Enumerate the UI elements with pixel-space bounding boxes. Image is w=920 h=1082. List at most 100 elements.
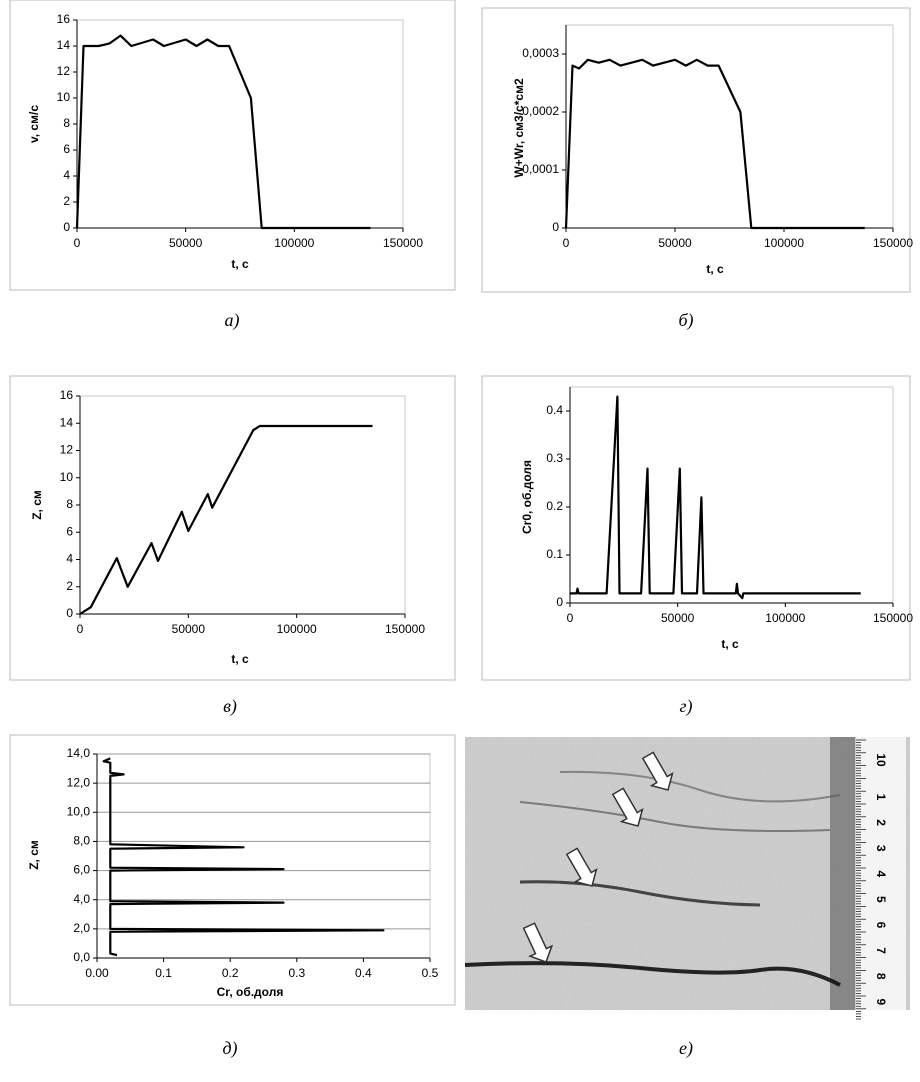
x-axis-label: t, с bbox=[721, 637, 739, 651]
x-axis-label: t, с bbox=[231, 257, 249, 271]
y-tick-label: 8 bbox=[63, 116, 70, 130]
x-tick-label: 50000 bbox=[172, 622, 206, 636]
ruler-label: 1 bbox=[874, 794, 888, 801]
y-tick-label: 6 bbox=[63, 142, 70, 156]
y-tick-label: 2 bbox=[63, 194, 70, 208]
y-tick-label: 0 bbox=[556, 595, 563, 609]
y-tick-label: 0,0003 bbox=[522, 46, 559, 60]
x-tick-label: 100000 bbox=[764, 236, 804, 250]
x-tick-label: 0.4 bbox=[355, 966, 372, 980]
x-tick-label: 0.5 bbox=[422, 966, 439, 980]
x-axis-label: t, с bbox=[231, 652, 249, 666]
y-tick-label: 10,0 bbox=[67, 804, 91, 818]
chart-frame bbox=[481, 7, 911, 293]
x-tick-label: 0 bbox=[74, 236, 81, 250]
y-tick-label: 8,0 bbox=[73, 834, 90, 848]
ruler-label: 8 bbox=[874, 973, 888, 980]
x-tick-label: 150000 bbox=[873, 236, 913, 250]
arrow bbox=[565, 847, 598, 887]
y-tick-label: 12 bbox=[57, 64, 71, 78]
y-tick-label: 4 bbox=[63, 168, 70, 182]
y-tick-label: 6,0 bbox=[73, 863, 90, 877]
x-tick-label: 0.3 bbox=[288, 966, 305, 980]
y-tick-label: 10 bbox=[60, 470, 74, 484]
y-tick-label: 0 bbox=[63, 220, 70, 234]
ruler-label: 3 bbox=[874, 845, 888, 852]
y-axis-label: Cr0, об.доля bbox=[520, 460, 534, 534]
x-tick-label: 150000 bbox=[383, 236, 423, 250]
panel-caption: д) bbox=[222, 1038, 237, 1059]
data-line bbox=[75, 34, 371, 230]
y-tick-label: 14 bbox=[60, 415, 74, 429]
chart: 0 0.1 0.2 0.3 0.4 0 50000 100000 150000 t, с Cr0, … bbox=[481, 375, 913, 717]
x-tick-label: 150000 bbox=[873, 611, 913, 625]
x-tick-label: 0 bbox=[567, 611, 574, 625]
chart-frame bbox=[9, 734, 456, 1006]
ruler bbox=[856, 737, 906, 1010]
x-tick-label: 100000 bbox=[765, 611, 805, 625]
y-tick-label: 0.1 bbox=[546, 547, 563, 561]
y-tick-label: 2,0 bbox=[73, 921, 90, 935]
arrow bbox=[522, 922, 554, 963]
y-tick-label: 4,0 bbox=[73, 892, 90, 906]
y-tick-label: 16 bbox=[60, 388, 74, 402]
ruler-label: 4 bbox=[874, 870, 888, 877]
chart: 0 2 4 6 8 10 12 14 16 0 50000 100000 150000 t, с Z, см… bbox=[9, 375, 456, 717]
x-tick-label: 0.1 bbox=[155, 966, 172, 980]
y-tick-label: 0,0 bbox=[73, 950, 90, 964]
y-tick-label: 0,0001 bbox=[522, 162, 559, 176]
y-tick-label: 16 bbox=[57, 12, 71, 26]
x-tick-label: 0.2 bbox=[222, 966, 239, 980]
x-tick-label: 50000 bbox=[661, 611, 695, 625]
x-tick-label: 0.00 bbox=[85, 966, 109, 980]
y-tick-label: 0.2 bbox=[546, 499, 563, 513]
x-tick-label: 50000 bbox=[658, 236, 692, 250]
y-tick-label: 0.3 bbox=[546, 451, 563, 465]
y-tick-label: 12 bbox=[60, 443, 74, 457]
chart-frame bbox=[481, 375, 911, 681]
ruler-label: 7 bbox=[874, 947, 888, 954]
x-tick-label: 100000 bbox=[274, 236, 314, 250]
plot-area bbox=[565, 24, 894, 229]
ruler-label: 2 bbox=[874, 819, 888, 826]
y-tick-label: 4 bbox=[66, 552, 73, 566]
plot-area bbox=[76, 19, 404, 229]
photo-edge bbox=[830, 737, 855, 1010]
chart-frame bbox=[9, 375, 456, 681]
streak bbox=[464, 961, 841, 987]
y-axis-label: Z, см bbox=[30, 490, 44, 520]
arrow bbox=[611, 787, 644, 827]
ruler-marks: 10 1 2 3 4 5 6 7 8 9 bbox=[856, 739, 888, 1020]
streak bbox=[519, 801, 831, 832]
chart: 0 0,0001 0,0002 0,0003 0 50000 100000 150000 t, … bbox=[481, 7, 913, 331]
y-tick-label: 14 bbox=[57, 38, 71, 52]
plot-area bbox=[96, 753, 431, 959]
ruler-label: 9 bbox=[874, 998, 888, 1005]
panel-caption: г) bbox=[679, 696, 692, 717]
y-tick-label: 14,0 bbox=[67, 746, 91, 760]
y-axis-label: W+Wr, см3/с*см2 bbox=[512, 78, 526, 178]
y-axis-label: v, см/с bbox=[27, 105, 41, 143]
panel-caption: б) bbox=[678, 310, 693, 331]
x-tick-label: 50000 bbox=[169, 236, 203, 250]
data-line bbox=[564, 58, 865, 230]
x-tick-label: 100000 bbox=[277, 622, 317, 636]
arrow bbox=[641, 751, 674, 791]
streak bbox=[519, 880, 761, 907]
ruler-label: 5 bbox=[874, 896, 888, 903]
chart-frame bbox=[9, 0, 456, 291]
x-tick-label: 0 bbox=[563, 236, 570, 250]
x-axis-label: Cr, об.доля bbox=[217, 985, 284, 999]
y-tick-label: 2 bbox=[66, 579, 73, 593]
arrows bbox=[522, 751, 674, 963]
y-tick-label: 6 bbox=[66, 524, 73, 538]
x-tick-label: 0 bbox=[77, 622, 84, 636]
plot-area bbox=[79, 395, 406, 615]
y-tick-label: 0,0002 bbox=[522, 104, 559, 118]
y-tick-label: 0.4 bbox=[546, 403, 563, 417]
data-line bbox=[570, 395, 861, 600]
chart: 0 2 4 6 8 10 12 14 16 0 50000 100000 150000 t, с v, см… bbox=[9, 0, 456, 331]
data-line bbox=[102, 757, 385, 957]
